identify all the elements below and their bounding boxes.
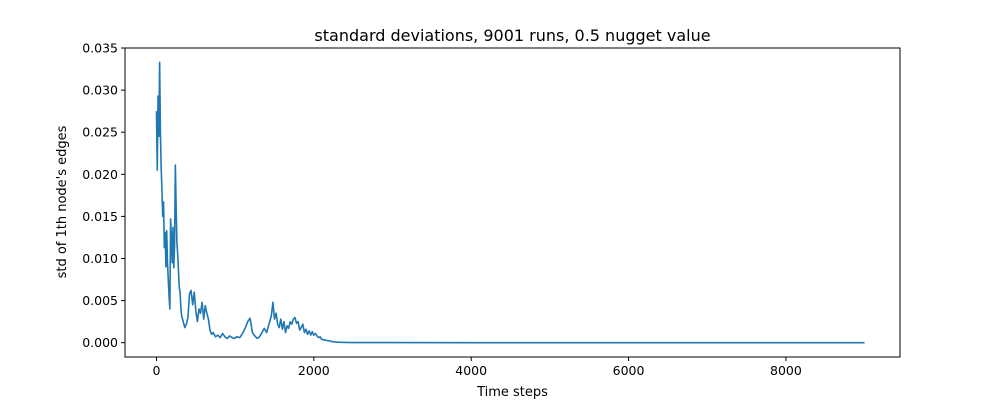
plot-area-frame (124, 47, 901, 358)
x-tick-label: 6000 (613, 363, 645, 378)
y-tick-label: 0.020 (82, 167, 118, 182)
y-axis-label: std of 1th node's edges (55, 125, 70, 278)
y-tick-label: 0.035 (82, 41, 118, 56)
x-axis-label: Time steps (476, 385, 548, 400)
x-tick-label: 8000 (770, 363, 802, 378)
chart-title: standard deviations, 9001 runs, 0.5 nugg… (314, 26, 710, 45)
x-tick-label: 0 (152, 363, 160, 378)
x-tick-label: 4000 (455, 363, 487, 378)
y-tick-label: 0.030 (82, 83, 118, 98)
x-tick-label: 2000 (298, 363, 330, 378)
std-series-line (155, 61, 865, 344)
y-tick-label: 0.015 (82, 209, 118, 224)
y-tick-label: 0.005 (82, 293, 118, 308)
y-tick-label: 0.010 (82, 251, 118, 266)
y-tick-label: 0.025 (82, 125, 118, 140)
y-tick-label: 0.000 (82, 335, 118, 350)
axis-ticks: 0 2000 4000 6000 8000 0.000 0.005 0.010 0.015 0.0… (82, 41, 802, 379)
